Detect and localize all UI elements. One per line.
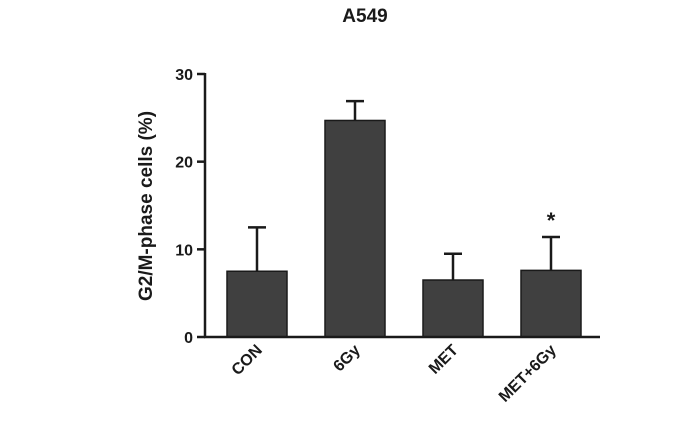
axes-layer <box>197 72 600 339</box>
x-tick-label: MET <box>426 342 462 378</box>
x-tick-label: 6Gy <box>330 342 363 375</box>
y-tick-label: 10 <box>175 242 193 259</box>
error-bars-layer <box>248 99 560 281</box>
bar-con <box>226 270 288 338</box>
y-axis-label: G2/M-phase cells (%) <box>136 111 157 301</box>
x-tick-label: CON <box>229 342 266 379</box>
y-tick-label: 0 <box>184 330 193 347</box>
bar-met-6gy <box>520 269 582 338</box>
bar-6gy <box>324 119 386 338</box>
bar-met <box>422 279 484 338</box>
y-tick-label: 30 <box>175 67 193 84</box>
chart-title: A549 <box>342 6 387 27</box>
x-tick-label: MET+6Gy <box>496 342 560 406</box>
y-tick-label: 20 <box>175 155 193 172</box>
bars-layer <box>226 119 582 338</box>
significance-marker: * <box>547 208 556 233</box>
